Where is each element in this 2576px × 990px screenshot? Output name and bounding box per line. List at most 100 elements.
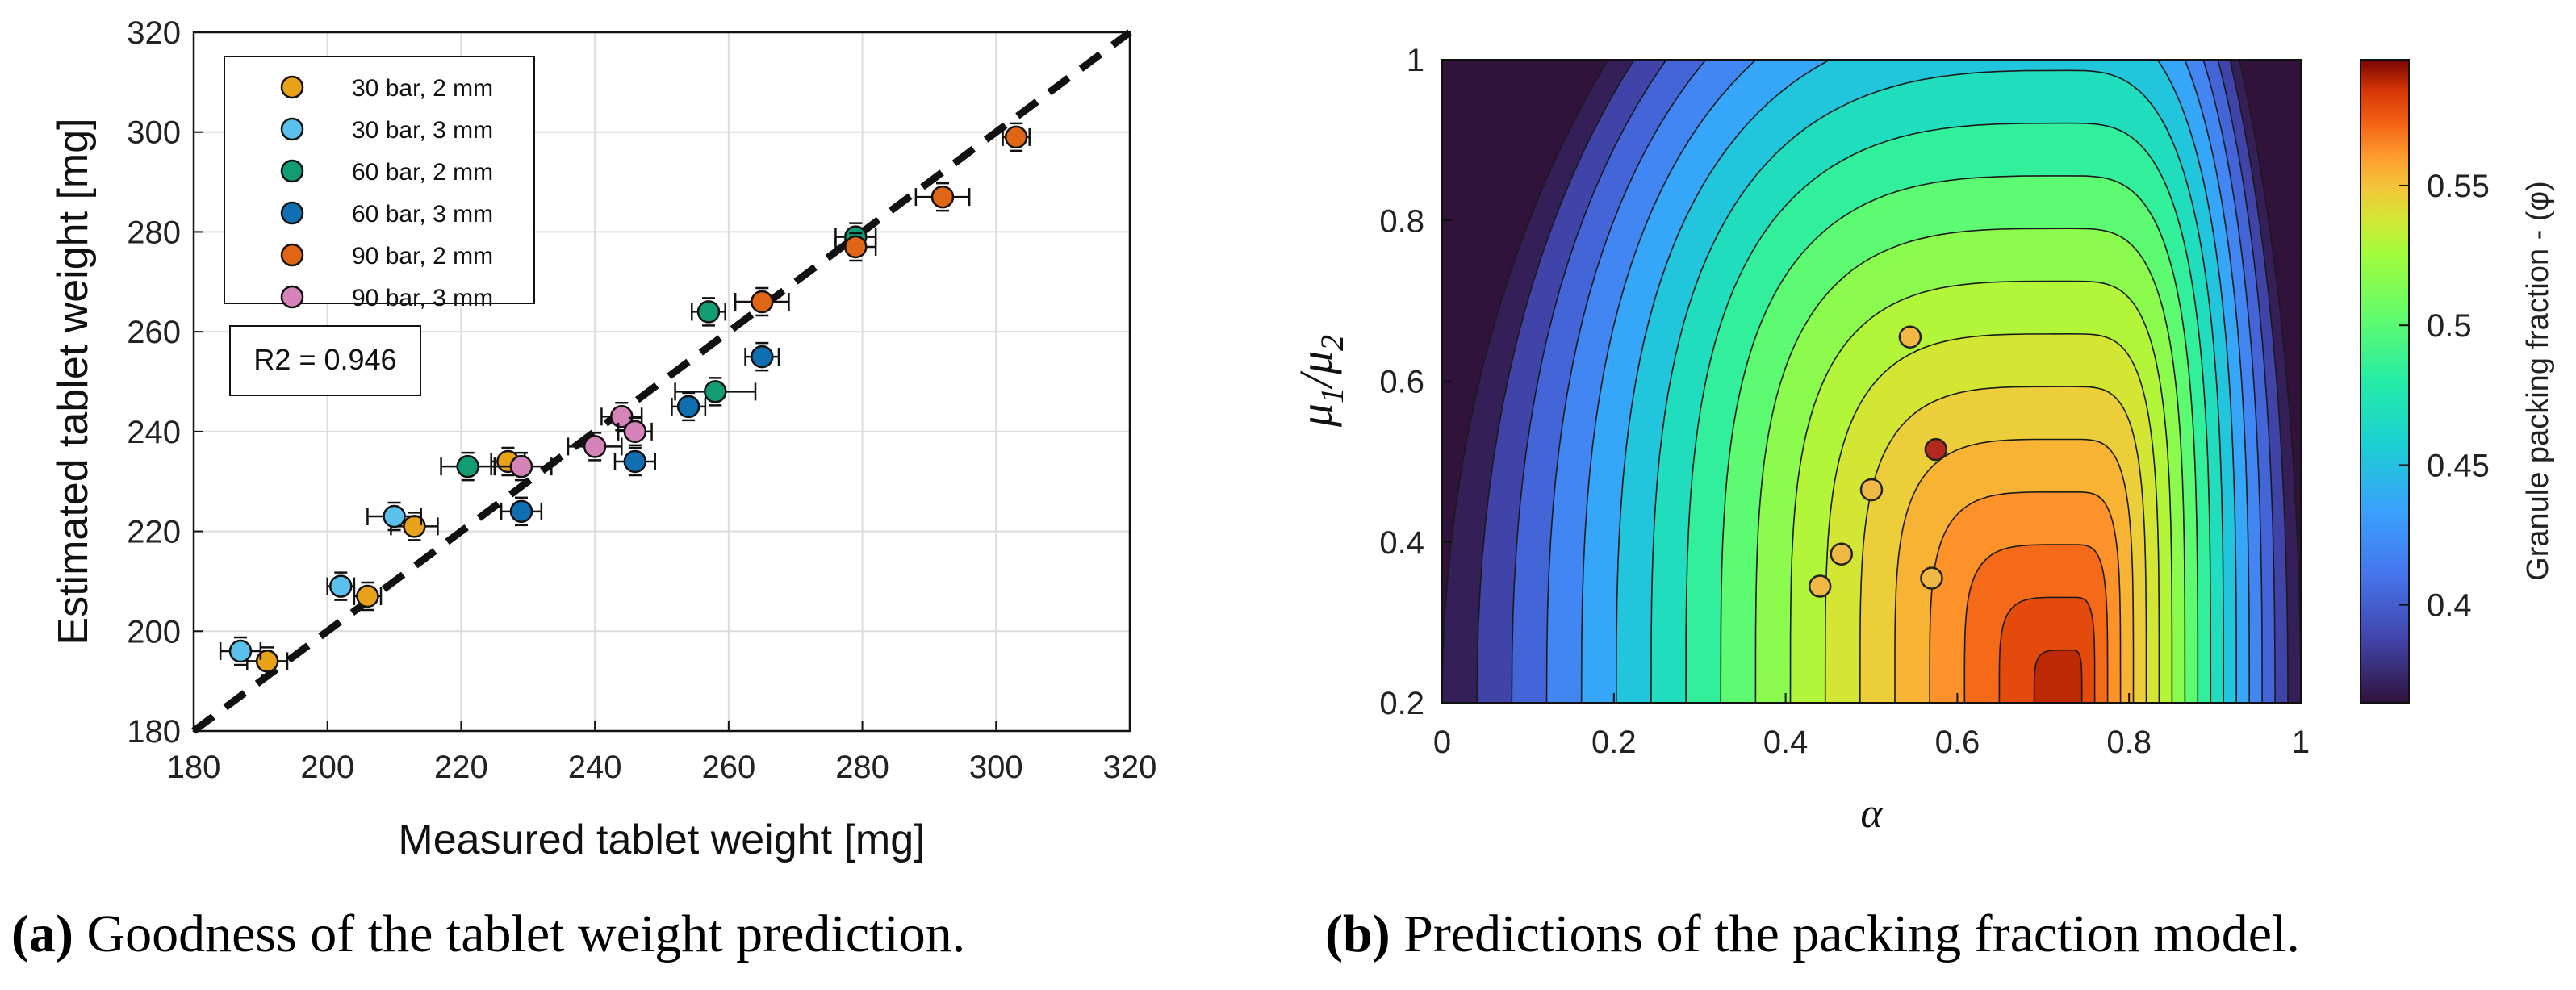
points-a	[219, 122, 1031, 676]
x-axis-label-a: Measured tablet weight [mg]	[398, 817, 925, 863]
y-tick-label: 0.2	[1379, 686, 1424, 721]
colorbar-tick-label: 0.4	[2427, 588, 2472, 624]
data-point	[356, 584, 379, 608]
y-tick-label: 300	[127, 115, 181, 151]
y-tick-label: 0.8	[1379, 203, 1424, 239]
data-point	[509, 454, 533, 478]
x-tick-label: 0	[1433, 725, 1451, 760]
data-point	[456, 454, 479, 478]
caption-b: (b) Predictions of the packing fraction …	[1325, 904, 2300, 965]
x-tick-label: 300	[969, 750, 1023, 785]
y-tick-label: 240	[127, 415, 181, 450]
r2-text: R2 = 0.946	[253, 343, 396, 376]
caption-a: (a) Goodness of the tablet weight predic…	[11, 904, 965, 965]
y-tick-label: 180	[127, 714, 181, 750]
data-point	[676, 395, 700, 419]
x-tick-label: 220	[434, 750, 488, 785]
x-tick-label: 180	[167, 750, 221, 785]
x-tick-label: 0.2	[1591, 725, 1637, 760]
legend-box	[224, 56, 535, 304]
data-point	[228, 639, 253, 663]
y-tick-label: 320	[127, 15, 181, 51]
grid-a	[194, 32, 1130, 731]
data-point	[1004, 125, 1028, 149]
model-point	[1898, 325, 1922, 349]
legend-label: 90 bar, 3 mm	[352, 285, 493, 311]
x-ticks-b: 0 0.2 0.4 0.6 0.8 1	[1433, 693, 2310, 760]
contour-band	[2033, 649, 2083, 703]
scatter-chart: 180 200 220 240 260 280 300 320 180 200 220 240 260…	[50, 15, 1157, 863]
x-tick-label: 280	[835, 750, 889, 785]
model-point	[1924, 437, 1948, 462]
legend-marker	[280, 243, 304, 267]
model-point	[1808, 574, 1832, 598]
y-axis-label-a: Estimated tablet weight [mg]	[50, 118, 97, 645]
x-tick-label: 240	[568, 750, 622, 785]
x-tick-label: 1	[2292, 725, 2310, 760]
data-point	[623, 449, 647, 474]
data-point	[930, 185, 955, 209]
caption-b-label: (b)	[1325, 904, 1390, 963]
y-tick-label: 1	[1407, 43, 1424, 78]
legend-label: 90 bar, 2 mm	[352, 243, 493, 269]
x-tick-label: 0.6	[1935, 725, 1980, 760]
caption-b-text: Predictions of the packing fraction mode…	[1390, 904, 2300, 963]
colorbar-tick-label: 0.45	[2427, 448, 2490, 483]
data-point	[583, 435, 607, 458]
x-ticks-a: 180 200 220 240 260 280 300 320	[167, 721, 1157, 785]
y-label-mu: μ	[1291, 403, 1342, 428]
colorbar	[2360, 59, 2410, 704]
colorbar-tick-label: 0.5	[2427, 308, 2472, 344]
y-tick-label: 200	[127, 614, 181, 650]
data-point	[704, 380, 727, 403]
colorbar-tick-label: 0.55	[2427, 169, 2490, 204]
contour-bands	[1442, 60, 2301, 703]
model-point	[1830, 542, 1854, 566]
legend-label: 60 bar, 3 mm	[352, 201, 493, 228]
model-point	[1920, 566, 1943, 590]
legend-a: 30 bar, 2 mm 30 bar, 3 mm 60 bar, 2 mm 60 b…	[224, 56, 535, 311]
y-tick-label: 220	[127, 515, 181, 550]
x-tick-label: 200	[300, 750, 354, 785]
data-point	[844, 235, 868, 259]
y-tick-label: 260	[127, 315, 181, 350]
y-ticks-b: 0.2 0.4 0.6 0.8 1	[1379, 43, 1452, 721]
data-point	[509, 499, 533, 524]
data-point	[696, 300, 721, 324]
legend-marker	[280, 201, 304, 225]
legend-label: 30 bar, 2 mm	[352, 75, 493, 102]
y-tick-label: 280	[127, 215, 181, 250]
plot-frame-a	[192, 31, 1131, 733]
caption-a-label: (a)	[11, 904, 73, 963]
r2-annotation: R2 = 0.946	[229, 325, 421, 396]
x-tick-label: 320	[1103, 750, 1157, 785]
colorbar-label: Granule packing fraction - (φ)	[2521, 181, 2555, 581]
data-point	[329, 574, 353, 598]
r2-box	[229, 325, 421, 396]
caption-a-text: Goodness of the tablet weight prediction…	[73, 904, 966, 963]
contour-chart: 0 0.2 0.4 0.6 0.8 1 0.20.40.60.81 α μ1/μ2 0.4…	[1291, 43, 2555, 837]
data-point	[751, 290, 774, 314]
data-point	[751, 345, 774, 369]
legend-marker	[280, 285, 304, 309]
legend-label: 60 bar, 2 mm	[352, 159, 493, 186]
model-point	[1859, 478, 1884, 502]
data-point	[255, 650, 279, 673]
data-point	[610, 405, 634, 428]
x-axis-label-b: α	[1860, 791, 1884, 837]
x-tick-label: 0.8	[2106, 725, 2152, 760]
legend-marker	[280, 159, 304, 183]
points-b	[1808, 325, 1948, 598]
y-axis-label-b: μ1/μ2	[1291, 335, 1350, 428]
x-tick-label: 0.4	[1763, 725, 1809, 760]
data-point	[383, 504, 406, 528]
x-tick-label: 260	[701, 750, 755, 785]
data-point	[623, 420, 647, 444]
y-ticks-a: 180 200 220 240 260 280 300 320	[127, 15, 203, 750]
y-label-sub1: 1	[1314, 387, 1350, 403]
legend-marker	[280, 117, 304, 141]
y-label-sub2: 2	[1314, 335, 1350, 351]
legend-marker	[280, 75, 304, 99]
y-tick-label: 0.4	[1379, 525, 1424, 561]
colorbar-ticks: 0.4 0.45 0.5 0.55	[2399, 169, 2490, 624]
